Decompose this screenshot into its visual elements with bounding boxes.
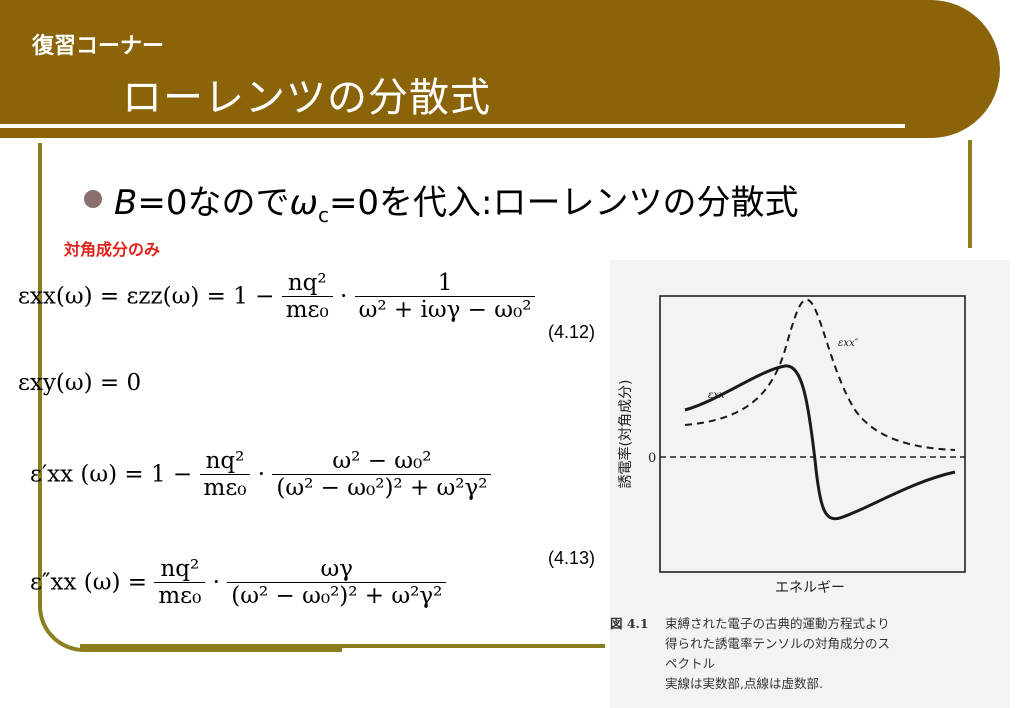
bullet-dot bbox=[84, 190, 102, 208]
eq3-f2-den: (ω² − ω₀²)² + ω²γ² bbox=[276, 475, 488, 501]
eq1-f2-num: 1 bbox=[354, 270, 536, 297]
eq-number-4-13: (4.13) bbox=[548, 548, 596, 568]
header-bar bbox=[0, 0, 1000, 138]
equation-epsilon-imag: ε″xx (ω) = nq² mε₀ · ωγ (ω² − ω₀²)² + ω²γ² bbox=[30, 556, 447, 609]
eq1-f1-num: nq² bbox=[281, 270, 333, 297]
frame-left-border bbox=[38, 143, 342, 652]
eq3-fraction-2: ω² − ω₀² (ω² − ω₀²)² + ω²γ² bbox=[272, 448, 492, 501]
dielectric-spectrum-figure: 誘電率(対角成分) 0 エネルギー εxx′ εxx″ bbox=[610, 260, 1010, 708]
caption-label: 図 4.1 bbox=[610, 616, 649, 631]
slide-title: ローレンツの分散式 bbox=[122, 75, 491, 121]
eq3-fraction-1: nq² mε₀ bbox=[199, 448, 251, 501]
diagonal-only-note: 対角成分のみ bbox=[64, 240, 161, 259]
x-axis-label: エネルギー bbox=[775, 580, 845, 596]
bullet-text: B=0なのでωc=0を代入:ローレンツの分散式 bbox=[114, 175, 799, 227]
caption-line: 束縛された電子の古典的運動方程式より bbox=[665, 616, 890, 631]
eq1-fraction-1: nq² mε₀ bbox=[281, 270, 333, 323]
eq1-dot: · bbox=[340, 283, 348, 310]
frame-right-border bbox=[968, 140, 972, 248]
eq1-fraction-2: 1 ω² + iωγ − ω₀² bbox=[354, 270, 536, 323]
eq3-f1-den: mε₀ bbox=[203, 475, 247, 501]
eq4-fraction-2: ωγ (ω² − ω₀²)² + ω²γ² bbox=[227, 556, 447, 609]
eq3-f1-num: nq² bbox=[199, 448, 251, 475]
curve-real-part bbox=[684, 364, 956, 521]
caption-line: 実線は実数部,点線は虚数部. bbox=[665, 676, 823, 691]
y-axis-label: 誘電率(対角成分) bbox=[617, 380, 634, 489]
section-kicker: 復習コーナー bbox=[32, 34, 165, 59]
eq4-fraction-1: nq² mε₀ bbox=[154, 556, 206, 609]
header-rule bbox=[0, 124, 905, 128]
eq1-lhs: εxx(ω) = εzz(ω) = 1 − bbox=[18, 283, 275, 310]
eq1-f1-den: mε₀ bbox=[285, 297, 329, 323]
frame-bottom-border bbox=[80, 644, 605, 648]
caption-line: 得られた誘電率テンソルの対角成分のス bbox=[665, 636, 891, 651]
zero-tick-label: 0 bbox=[648, 451, 656, 466]
bullet-sub-c: c bbox=[317, 202, 329, 227]
plot-frame bbox=[659, 295, 966, 573]
bullet-rest: =0を代入:ローレンツの分散式 bbox=[328, 183, 799, 223]
equation-epsilon-real: ε′xx (ω) = 1 − nq² mε₀ · ω² − ω₀² (ω² − ω₀… bbox=[30, 448, 492, 501]
figure-background bbox=[610, 260, 1010, 708]
eq4-f2-num: ωγ bbox=[227, 556, 447, 583]
curve-imag-label: εxx″ bbox=[838, 338, 859, 349]
caption-body: 束縛された電子の古典的運動方程式より 得られた誘電率テンソルの対角成分のス ペク… bbox=[665, 614, 1005, 694]
eq4-dot: · bbox=[212, 569, 220, 596]
eq3-f2-num: ω² − ω₀² bbox=[272, 448, 492, 475]
eq3-lhs: ε′xx (ω) = 1 − bbox=[30, 461, 193, 488]
eq4-f1-num: nq² bbox=[154, 556, 206, 583]
curve-imag-part bbox=[684, 298, 956, 451]
eq4-f1-den: mε₀ bbox=[158, 583, 202, 609]
bullet-var-b: B bbox=[114, 183, 138, 223]
eq1-f2-den: ω² + iωγ − ω₀² bbox=[358, 297, 532, 323]
equation-epsilon-xy: εxy(ω) = 0 bbox=[18, 370, 142, 396]
eq3-dot: · bbox=[257, 461, 266, 488]
bullet-eq0: =0なので bbox=[137, 183, 290, 223]
caption-line: ペクトル bbox=[665, 656, 716, 671]
equation-4-12: εxx(ω) = εzz(ω) = 1 − nq² mε₀ · 1 ω² + iωγ… bbox=[18, 270, 536, 323]
eq-number-4-12: (4.12) bbox=[548, 322, 596, 342]
bullet-omega: ω bbox=[289, 183, 318, 223]
eq4-lhs: ε″xx (ω) = bbox=[30, 569, 148, 596]
eq4-f2-den: (ω² − ω₀²)² + ω²γ² bbox=[231, 583, 443, 609]
curve-real-label: εxx′ bbox=[708, 390, 728, 401]
